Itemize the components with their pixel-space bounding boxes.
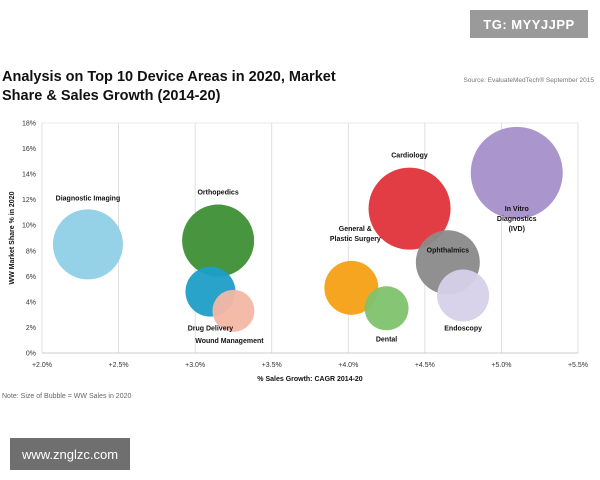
bubble-label: General & Plastic Surgery xyxy=(330,226,381,243)
bubble-label: Dental xyxy=(376,336,397,343)
bubble-label: Ophthalmics xyxy=(427,247,470,254)
x-tick-labels: +2.0% +2.5% +3.0% +3.5% +4.0% +4.5% +5.0% +5.5% xyxy=(32,362,588,369)
bubble xyxy=(212,289,255,332)
y-tick-label: 14% xyxy=(22,172,36,179)
watermark-web: www.znglzc.com xyxy=(10,438,130,470)
bubbles xyxy=(52,126,563,332)
x-tick-label: +3.0% xyxy=(185,362,205,369)
chart-note: Note: Size of Bubble = WW Sales in 2020 xyxy=(2,393,132,400)
x-axis-label: % Sales Growth: CAGR 2014-20 xyxy=(257,376,363,383)
x-tick-label: +2.0% xyxy=(32,362,52,369)
y-tick-label: 16% xyxy=(22,146,36,153)
bubble xyxy=(182,204,255,277)
y-tick-label: 6% xyxy=(26,274,36,281)
bubble-label: Orthopedics xyxy=(197,190,238,197)
x-tick-label: +5.5% xyxy=(568,362,588,369)
bubble-label: Wound Management xyxy=(195,338,264,345)
bubble xyxy=(368,167,451,250)
y-tick-label: 4% xyxy=(26,299,36,306)
y-tick-labels: 0% 2% 4% 6% 8% 10% 12% 14% 16% 18% xyxy=(22,121,36,358)
bubble-label: Diagnostic Imaging xyxy=(56,195,121,202)
bubble xyxy=(324,260,379,315)
y-tick-label: 2% xyxy=(26,325,36,332)
x-tick-label: +4.5% xyxy=(415,362,435,369)
x-tick-label: +2.5% xyxy=(109,362,129,369)
bubble xyxy=(470,126,563,219)
y-tick-label: 18% xyxy=(22,121,36,128)
x-tick-label: +3.5% xyxy=(262,362,282,369)
bubble-label: Endoscopy xyxy=(444,326,482,333)
bubble-labels: Diagnostic Imaging Orthopedics Drug Delive… xyxy=(56,153,537,345)
watermark-tg: TG: MYYJJPP xyxy=(470,10,588,38)
y-tick-label: 8% xyxy=(26,248,36,255)
bubble-chart: +2.0% +2.5% +3.0% +3.5% +4.0% +4.5% +5.0% +5.5%… xyxy=(9,121,588,384)
bubble-label: Drug Delivery xyxy=(188,326,234,333)
chart-source: Source: EvaluateMedTech® September 2015 xyxy=(463,77,594,84)
chart-title: Analysis on Top 10 Device Areas in 2020,… xyxy=(2,69,336,104)
y-axis-label: WW Market Share % in 2020 xyxy=(9,191,16,284)
bubble-label: Cardiology xyxy=(391,153,428,160)
y-tick-label: 0% xyxy=(26,351,36,358)
y-tick-label: 10% xyxy=(22,223,36,230)
x-tick-label: +4.0% xyxy=(338,362,358,369)
bubble-label: In Vitro Diagnostics (IVD) xyxy=(497,206,537,233)
bubble xyxy=(52,209,123,280)
bubble xyxy=(364,286,409,331)
y-tick-label: 12% xyxy=(22,197,36,204)
bubble xyxy=(437,269,490,322)
x-tick-label: +5.0% xyxy=(491,362,511,369)
